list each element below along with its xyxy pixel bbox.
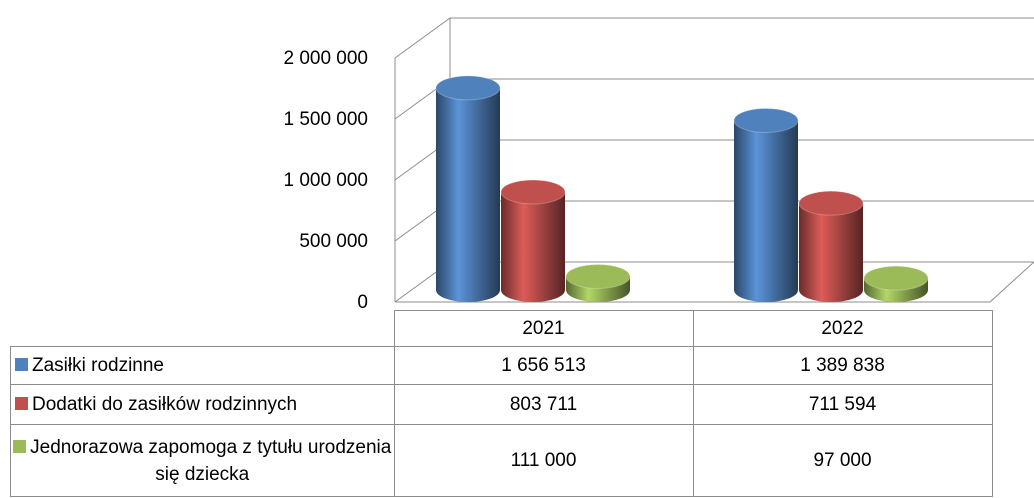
cylinder bbox=[436, 87, 500, 302]
grid-line bbox=[394, 17, 1034, 59]
series-row: Jednorazowa zapomoga z tytułu urodzenia … bbox=[10, 424, 993, 497]
legend-label: Jednorazowa zapomoga z tytułu urodzenia … bbox=[30, 436, 392, 485]
series-row: Zasiłki rodzinne 1 656 513 1 389 838 bbox=[10, 346, 993, 385]
series-row: Dodatki do zasiłków rodzinnych 803 711 711… bbox=[10, 384, 993, 425]
cylinder-top bbox=[798, 190, 864, 216]
plot: 0 500 000 1 000 000 1 500 000 2 000 000 bbox=[283, 17, 1034, 310]
value-label: 97 000 bbox=[692, 424, 993, 497]
value-label: 803 711 bbox=[393, 384, 694, 425]
y-tick-label: 2 000 000 bbox=[283, 48, 368, 69]
legend-cell: Dodatki do zasiłków rodzinnych bbox=[10, 384, 395, 425]
value-label: 1 656 513 bbox=[393, 346, 694, 385]
y-tick-label: 1 000 000 bbox=[283, 170, 368, 191]
y-tick-label: 500 000 bbox=[299, 231, 368, 252]
legend-key bbox=[13, 439, 27, 453]
legend-label: Zasiłki rodzinne bbox=[32, 354, 164, 376]
value-label: 711 594 bbox=[692, 384, 993, 425]
value-label: 111 000 bbox=[393, 424, 694, 497]
y-tick-label: 1 500 000 bbox=[283, 109, 368, 130]
blank-cell bbox=[11, 311, 395, 347]
cylinder-top bbox=[500, 179, 566, 205]
header-row: 2021 2022 bbox=[11, 310, 993, 347]
legend-key bbox=[15, 357, 28, 371]
cylinder-top bbox=[733, 107, 799, 133]
cylinder-top bbox=[863, 265, 929, 291]
category-label: 2021 bbox=[393, 310, 694, 347]
cylinder bbox=[501, 191, 565, 302]
legend-cell: Jednorazowa zapomoga z tytułu urodzenia … bbox=[10, 424, 395, 497]
y-tick-label: 0 bbox=[357, 292, 368, 310]
category-label: 2022 bbox=[692, 310, 993, 347]
cylinder bbox=[799, 203, 863, 302]
cylinder-top bbox=[435, 75, 501, 101]
data-table: 2021 2022 Zasiłki rodzinne 1 656 513 1 389 8… bbox=[10, 310, 993, 497]
value-label: 1 389 838 bbox=[692, 346, 993, 385]
legend-cell: Zasiłki rodzinne bbox=[10, 346, 395, 385]
floor-edge bbox=[395, 261, 1034, 303]
cylinder bbox=[734, 120, 798, 303]
legend-label: Dodatki do zasiłków rodzinnych bbox=[32, 393, 298, 415]
cylinder-top bbox=[565, 263, 631, 289]
legend-key bbox=[15, 396, 28, 410]
